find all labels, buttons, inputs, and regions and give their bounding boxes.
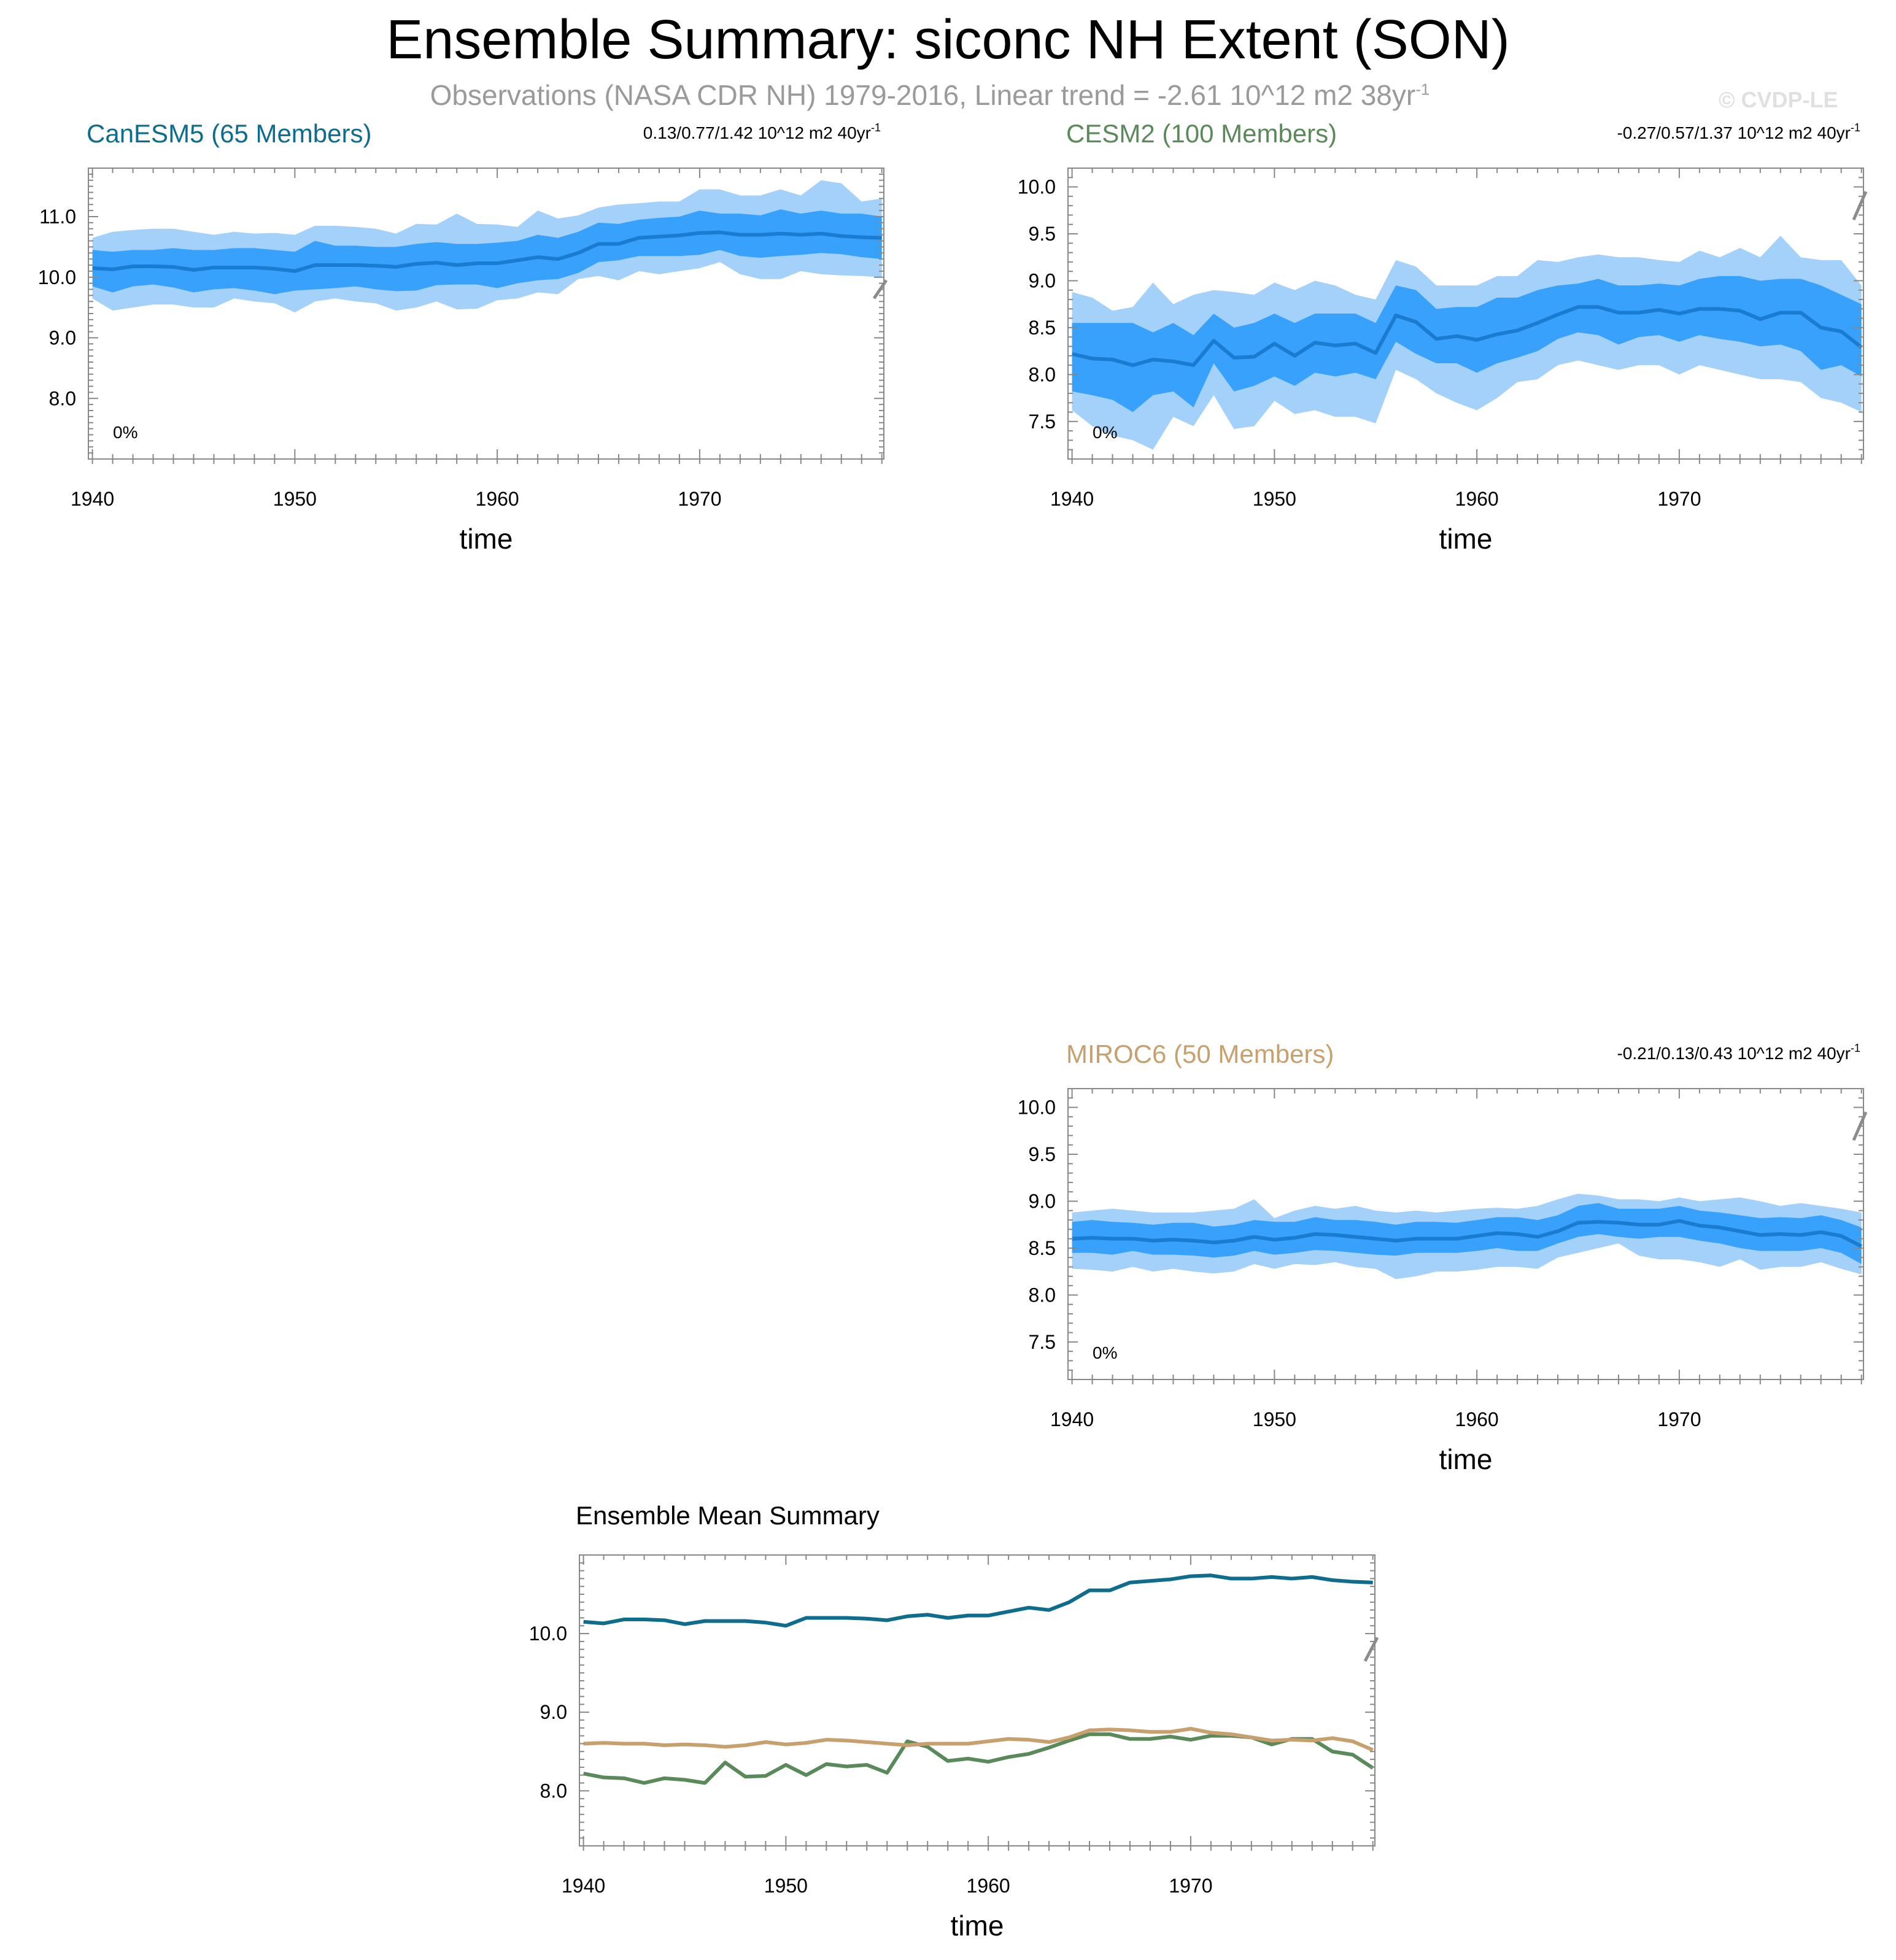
- percent-label: 0%: [1093, 1343, 1117, 1362]
- y-tick-label: 8.5: [1029, 1237, 1056, 1259]
- x-tick-label: 1940: [1050, 488, 1094, 510]
- trend-label: 0.13/0.77/1.42 10^12 m2 40yr-1: [643, 122, 881, 142]
- panel-title: CanESM5 (65 Members): [87, 119, 371, 148]
- percent-label: 0%: [1093, 423, 1117, 442]
- x-tick-label: 1960: [476, 488, 519, 510]
- y-tick-label: 8.0: [49, 387, 76, 409]
- x-tick-label: 1940: [562, 1875, 605, 1897]
- y-tick-label: 9.5: [1029, 223, 1056, 245]
- trend-label: -0.21/0.13/0.43 10^12 m2 40yr-1: [1617, 1042, 1860, 1063]
- x-tick-label: 1940: [1050, 1408, 1094, 1430]
- x-axis-label: time: [1439, 523, 1493, 555]
- y-tick-label: 8.0: [1029, 363, 1056, 385]
- x-axis-label: time: [1439, 1443, 1493, 1475]
- percent-label: 0%: [113, 423, 137, 442]
- x-tick-label: 1960: [967, 1875, 1010, 1897]
- y-tick-label: 9.0: [1029, 269, 1056, 291]
- y-tick-label: 9.0: [1029, 1190, 1056, 1212]
- subtitle-text: Observations (NASA CDR NH) 1979-2016, Li…: [430, 79, 1416, 111]
- panel-1: 1940 1950 1960 1970 time 8.0 9.0 10.0 11.0 CanESM…: [38, 119, 888, 555]
- watermark: © CVDP-LE: [1719, 87, 1838, 112]
- y-tick-label: 10.0: [38, 266, 76, 288]
- panel-4: 1940 1950 1960 1970 time 8.0 9.0 10.0 Ensemble M…: [529, 1501, 1379, 1942]
- panel-title: Ensemble Mean Summary: [576, 1501, 880, 1530]
- figure-subtitle: Observations (NASA CDR NH) 1979-2016, Li…: [0, 79, 1860, 112]
- y-tick-label: 9.0: [540, 1701, 567, 1723]
- ensemble-mean-line: [1071, 305, 1863, 368]
- y-tick-label: 10.0: [1018, 176, 1056, 198]
- series-line-canesm5: [583, 1573, 1373, 1628]
- y-tick-label: 9.5: [1029, 1143, 1056, 1165]
- x-tick-label: 1950: [764, 1875, 808, 1897]
- plot-frame: [1067, 168, 1864, 460]
- panel-2: 1940 1950 1960 1970 time 7.5 8.0 8.5 9.0 9.5 10.0 C…: [1018, 119, 1868, 555]
- p10-p90-band: [92, 209, 882, 295]
- x-tick-label: 1970: [1657, 488, 1701, 510]
- subtitle-superscript: -1: [1415, 80, 1430, 99]
- x-tick-label: 1960: [1455, 488, 1499, 510]
- y-tick-label: 10.0: [529, 1622, 567, 1645]
- y-tick-label: 7.5: [1029, 411, 1056, 433]
- x-tick-label: 1950: [273, 488, 317, 510]
- y-tick-label: 11.0: [39, 206, 76, 228]
- x-tick-label: 1970: [678, 488, 721, 510]
- figure-title: Ensemble Summary: siconc NH Extent (SON): [386, 9, 1510, 71]
- panel-title: CESM2 (100 Members): [1066, 119, 1337, 148]
- plot-frame: [1067, 1088, 1864, 1380]
- trend-label: -0.27/0.57/1.37 10^12 m2 40yr-1: [1617, 122, 1860, 142]
- panel-3: 1940 1950 1960 1970 time 7.5 8.0 8.5 9.0 9.5 10.0 M…: [1018, 1040, 1868, 1475]
- y-tick-label: 8.0: [540, 1780, 567, 1802]
- x-tick-label: 1970: [1657, 1408, 1701, 1430]
- x-tick-label: 1950: [1253, 488, 1296, 510]
- series-line-miroc6: [583, 1727, 1374, 1752]
- y-tick-label: 8.5: [1029, 317, 1056, 339]
- x-axis-label: time: [951, 1910, 1004, 1942]
- ensemble-mean-line: [92, 230, 882, 273]
- y-tick-label: 10.0: [1018, 1097, 1056, 1119]
- x-tick-label: 1960: [1455, 1408, 1499, 1430]
- y-tick-label: 8.0: [1029, 1284, 1056, 1306]
- ensemble-mean-line: [1072, 1219, 1863, 1248]
- y-tick-label: 7.5: [1029, 1331, 1056, 1353]
- x-tick-label: 1970: [1169, 1875, 1212, 1897]
- p10-p90-band: [1072, 1203, 1862, 1264]
- x-tick-label: 1940: [71, 488, 114, 510]
- x-axis-label: time: [460, 523, 513, 555]
- x-tick-label: 1950: [1253, 1408, 1296, 1430]
- panel-title: MIROC6 (50 Members): [1066, 1040, 1334, 1068]
- plot-frame: [579, 1554, 1376, 1846]
- y-tick-label: 9.0: [49, 327, 76, 349]
